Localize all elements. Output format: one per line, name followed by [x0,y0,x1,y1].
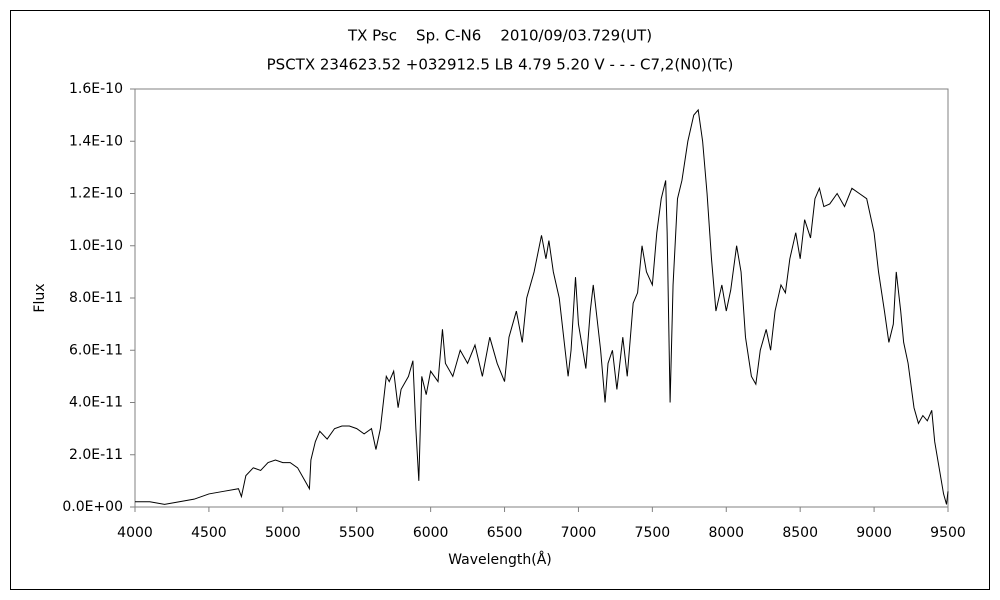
x-tick-label: 5500 [339,525,375,541]
x-tick-label: 7000 [561,525,597,541]
x-tick-label: 6500 [487,525,523,541]
x-axis-label: Wavelength(Å) [448,551,552,568]
y-tick-label: 4.0E-11 [69,395,123,411]
x-tick-label: 4500 [191,525,227,541]
x-tick-label: 4000 [117,525,153,541]
x-tick-label: 5000 [265,525,301,541]
y-tick-label: 6.0E-11 [69,342,123,358]
x-tick-label: 8500 [782,525,818,541]
x-tick-label: 8000 [708,525,744,541]
y-tick-label: 1.4E-10 [69,133,123,149]
chart-title: TX Psc Sp. C-N6 2010/09/03.729(UT) [347,27,652,45]
y-tick-label: 1.2E-10 [69,186,123,202]
x-tick-label: 9500 [930,525,966,541]
y-tick-label: 8.0E-11 [69,290,123,306]
y-axis-label: Flux [32,283,48,312]
y-tick-label: 1.0E-10 [69,238,123,254]
x-tick-label: 6000 [413,525,449,541]
y-tick-label: 0.0E+00 [62,499,123,515]
x-tick-label: 9000 [856,525,892,541]
chart-border [10,10,990,590]
spectrum-line [135,108,949,505]
x-tick-label: 7500 [635,525,671,541]
y-tick-label: 1.6E-10 [69,81,123,97]
chart-subtitle: PSCTX 234623.52 +032912.5 LB 4.79 5.20 V… [267,56,734,74]
plot-area [134,88,949,508]
y-tick-label: 2.0E-11 [69,447,123,463]
